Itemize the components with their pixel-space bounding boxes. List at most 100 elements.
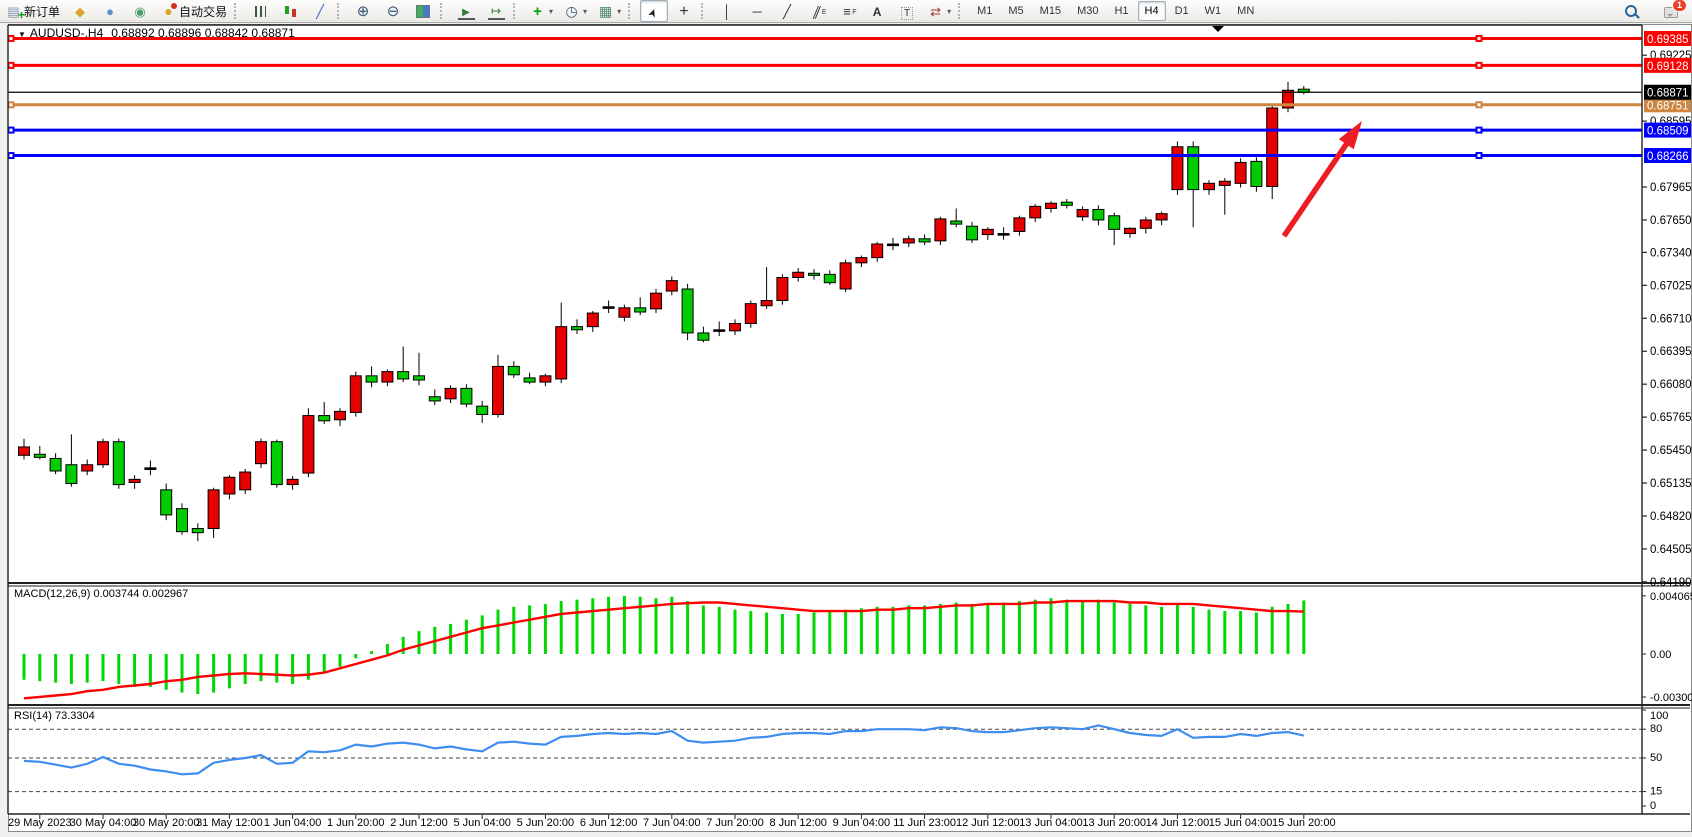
svg-text:5 Jun 20:00: 5 Jun 20:00: [517, 817, 575, 829]
toolbar-group-insert: ▾ ▾ ▾: [524, 0, 626, 22]
toolbar-group-trade: 新订单 自动交易: [0, 0, 232, 23]
fibo-icon: F: [839, 4, 856, 19]
text-button[interactable]: [863, 0, 891, 22]
svg-text:100: 100: [1650, 710, 1668, 722]
timeframe-mn[interactable]: MN: [1237, 5, 1255, 17]
zoom-in-button[interactable]: [349, 0, 377, 22]
toolbar-separator: [440, 3, 449, 19]
text-label-button[interactable]: [893, 0, 921, 22]
autotrading-button[interactable]: 自动交易: [156, 0, 231, 22]
timeframe-w1[interactable]: W1: [1204, 5, 1222, 17]
zoom-out-button[interactable]: [379, 0, 407, 22]
price-axis[interactable]: 0.692250.685950.679650.676500.673400.670…: [1642, 50, 1692, 812]
svg-text:1 Jun 04:00: 1 Jun 04:00: [264, 817, 322, 829]
signal-icon: [132, 4, 149, 19]
search-button[interactable]: [1617, 0, 1645, 22]
periods-button[interactable]: ▾: [559, 0, 591, 22]
svg-text:0.68509: 0.68509: [1647, 126, 1689, 138]
svg-text:0.67340: 0.67340: [1650, 247, 1692, 259]
grid-icon: [415, 4, 432, 19]
svg-text:9 Jun 04:00: 9 Jun 04:00: [833, 817, 891, 829]
doc-plus-icon: [5, 4, 25, 23]
crosshair-button[interactable]: [670, 0, 698, 22]
chevron-down-icon[interactable]: ▾: [947, 6, 952, 16]
chartshift-icon: [487, 3, 505, 20]
arrow-annotation[interactable]: [1281, 121, 1362, 238]
chevron-down-icon[interactable]: ▾: [583, 6, 588, 16]
macd-panel: [22, 595, 1306, 700]
toolbar-separator: [628, 3, 637, 19]
svg-text:7 Jun 20:00: 7 Jun 20:00: [706, 817, 764, 829]
svg-text:11 Jun 23:00: 11 Jun 23:00: [893, 817, 956, 829]
svg-text:0.64820: 0.64820: [1650, 511, 1692, 523]
chat-blue-icon: [102, 4, 119, 19]
svg-text:2 Jun 12:00: 2 Jun 12:00: [390, 817, 448, 829]
timeframe-m15[interactable]: M15: [1039, 5, 1062, 17]
chatbubble-icon: 1: [1663, 0, 1687, 19]
svg-text:0.67650: 0.67650: [1650, 215, 1692, 227]
timeframe-m30[interactable]: M30: [1077, 5, 1099, 17]
auto-scroll-button[interactable]: [452, 0, 480, 22]
indicators-button[interactable]: ▾: [525, 0, 557, 22]
bar-chart-button[interactable]: [246, 0, 274, 22]
arrows-button[interactable]: ▾: [923, 0, 955, 22]
chart-menu-icon[interactable]: ▼: [18, 30, 26, 39]
svg-text:0.004065: 0.004065: [1650, 591, 1692, 603]
svg-text:0.69128: 0.69128: [1647, 61, 1689, 73]
panel-borders: [7, 24, 1690, 815]
tile-windows-button[interactable]: [409, 0, 437, 22]
signals-button[interactable]: [126, 0, 154, 22]
rsi-indicator-label: RSI(14) 73.3304: [14, 710, 95, 722]
toolbar-separator: [958, 3, 967, 19]
chevron-down-icon[interactable]: ▾: [549, 6, 554, 16]
metaquotes-button[interactable]: [66, 0, 94, 22]
add-indicator-icon: [529, 4, 546, 19]
toolbar-right-group: 1: [1616, 0, 1687, 22]
timeframe-m5[interactable]: M5: [1008, 5, 1024, 17]
vertical-line-button[interactable]: [713, 0, 741, 22]
new-order-button-label: 新订单: [24, 4, 61, 19]
timeframe-h4[interactable]: H4: [1137, 1, 1166, 21]
new-order-button[interactable]: 新订单: [1, 0, 64, 23]
trendline-button[interactable]: [773, 0, 801, 22]
mql5-community-button[interactable]: [96, 0, 124, 22]
hline-icon: [749, 4, 766, 19]
svg-text:29 May 2023: 29 May 2023: [8, 817, 72, 829]
fibonacci-button[interactable]: F: [833, 0, 861, 22]
main-toolbar: 新订单 自动交易 ▾ ▾ ▾ EF ▾ M1 M5 M15 M30 H1 H4 D1 W1 MN 1: [0, 0, 1692, 23]
zoom-out-icon: [385, 4, 402, 19]
toolbar-group-pointer: [639, 0, 699, 22]
timeframe-m1[interactable]: M1: [977, 5, 993, 17]
chart-shift-marker[interactable]: [1212, 26, 1224, 32]
rsi-panel: [8, 724, 1642, 793]
toolbar-group-zoom: [348, 0, 438, 22]
community-chat-button[interactable]: 1: [1657, 0, 1687, 22]
toolbar-group-chart-type: [245, 0, 335, 22]
templates-button[interactable]: ▾: [593, 0, 625, 22]
svg-text:0.67025: 0.67025: [1650, 280, 1692, 292]
horizontal-line-button[interactable]: [743, 0, 771, 22]
clock-icon: [563, 4, 580, 19]
pot-icon: [160, 2, 178, 19]
timeframe-d1[interactable]: D1: [1174, 5, 1189, 17]
chart-shift-button[interactable]: [482, 0, 510, 22]
timeframe-h1[interactable]: H1: [1114, 5, 1129, 17]
hline-objects[interactable]: [7, 34, 1643, 160]
svg-text:-0.003005: -0.003005: [1650, 692, 1692, 704]
diamond-icon: [72, 4, 89, 19]
channel-button[interactable]: E: [803, 0, 831, 22]
chart-ohlc-values: 0.68892 0.68896 0.68842 0.68871: [111, 26, 295, 40]
line-chart-button[interactable]: [306, 0, 334, 22]
chevron-down-icon[interactable]: ▾: [617, 6, 622, 16]
rsi-line: [23, 724, 1305, 776]
svg-text:12 Jun 12:00: 12 Jun 12:00: [956, 817, 1020, 829]
svg-text:1 Jun 20:00: 1 Jun 20:00: [327, 817, 385, 829]
svg-text:0.66080: 0.66080: [1650, 379, 1692, 391]
line-chart-icon: [312, 4, 329, 19]
cursor-button[interactable]: [640, 0, 669, 22]
toolbar-group-timeframes: M1 M5 M15 M30 H1 H4 D1 W1 MN: [969, 0, 1262, 22]
candlestick-chart-button[interactable]: [276, 0, 304, 22]
svg-text:0.66710: 0.66710: [1650, 313, 1692, 325]
